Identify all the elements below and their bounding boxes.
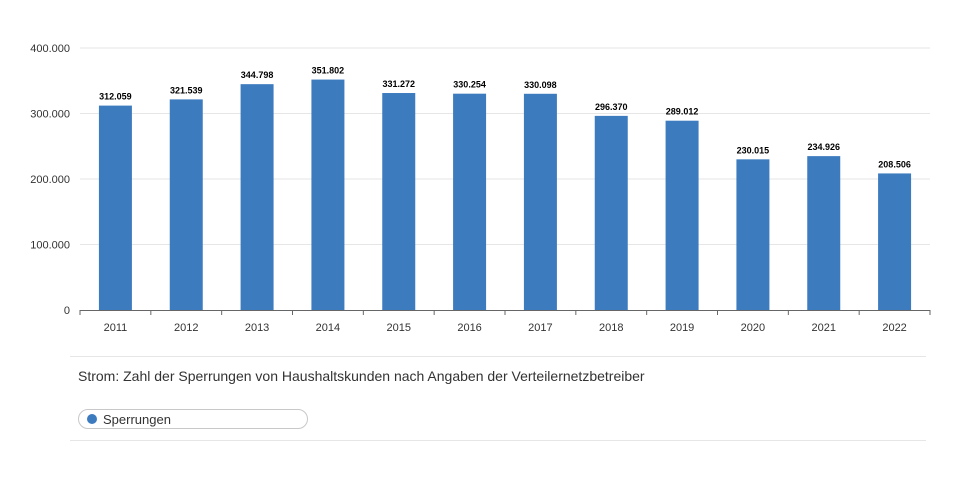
bar <box>807 156 841 310</box>
bar <box>523 93 557 310</box>
bar <box>594 115 628 310</box>
bar <box>240 84 274 310</box>
data-label: 289.012 <box>666 107 699 117</box>
bar <box>878 173 912 310</box>
legend-item-sperrungen[interactable]: Sperrungen <box>78 409 308 429</box>
x-tick-label: 2018 <box>599 322 623 334</box>
x-tick-label: 2022 <box>882 322 906 334</box>
data-label: 330.254 <box>453 80 486 90</box>
data-label: 296.370 <box>595 102 628 112</box>
data-label: 234.926 <box>807 142 840 152</box>
bar-chart: 0 100.000 200.000 300.000 400.000 312.059 2011… <box>30 43 931 334</box>
bar <box>453 93 487 311</box>
y-tick-label: 100.000 <box>30 240 70 252</box>
data-label: 321.539 <box>170 85 203 95</box>
x-tick-label: 2017 <box>528 322 552 334</box>
data-label: 344.798 <box>241 70 274 80</box>
y-tick-label: 200.000 <box>30 174 70 186</box>
data-label: 330.098 <box>524 80 557 90</box>
x-tick-label: 2015 <box>387 322 411 334</box>
y-tick-label: 300.000 <box>30 109 70 121</box>
y-tick-label: 400.000 <box>30 43 70 55</box>
chart-caption: Strom: Zahl der Sperrungen von Haushalts… <box>78 368 645 384</box>
bar <box>311 79 345 310</box>
bar <box>736 159 770 310</box>
bar <box>665 120 699 310</box>
x-tick-label: 2011 <box>104 322 128 334</box>
data-label: 351.802 <box>312 66 345 76</box>
data-label: 312.059 <box>99 92 132 102</box>
y-tick-label: 0 <box>64 305 70 317</box>
bar <box>169 99 203 310</box>
data-label: 331.272 <box>382 79 415 89</box>
x-tick-label: 2013 <box>245 322 269 334</box>
bar <box>98 105 132 311</box>
data-label: 208.506 <box>878 159 911 169</box>
x-tick-label: 2012 <box>174 322 198 334</box>
x-tick-label: 2014 <box>316 322 340 334</box>
x-tick-label: 2016 <box>457 322 481 334</box>
legend-label: Sperrungen <box>103 411 171 427</box>
divider-bottom <box>70 440 926 441</box>
x-tick-label: 2019 <box>670 322 694 334</box>
divider-top <box>70 356 926 357</box>
x-tick-label: 2020 <box>741 322 765 334</box>
data-label: 230.015 <box>737 145 770 155</box>
legend-dot-icon <box>87 414 97 424</box>
x-tick-label: 2021 <box>812 322 836 334</box>
bar <box>382 93 416 310</box>
